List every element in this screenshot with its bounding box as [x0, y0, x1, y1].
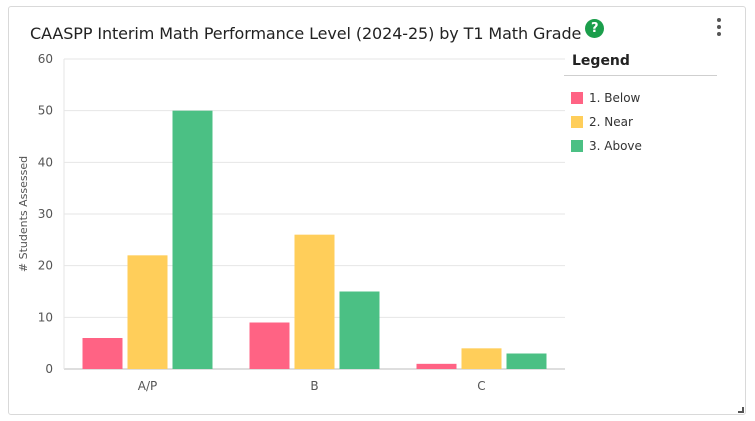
bar: [249, 322, 290, 369]
bar: [294, 234, 335, 369]
question-circle-icon[interactable]: ?: [585, 18, 605, 38]
legend-label: 2. Near: [589, 115, 633, 129]
y-tick-label: 10: [38, 310, 53, 324]
resize-handle[interactable]: [738, 407, 744, 413]
y-tick-label: 60: [38, 52, 53, 66]
chart-card: CAASPP Interim Math Performance Level (2…: [8, 6, 746, 415]
legend-label: 1. Below: [589, 91, 641, 105]
bar-chart: 0 10 20 30 40 50 60 # Students Assessed A/P B C: [17, 52, 565, 393]
x-tick-label: C: [477, 379, 485, 393]
legend-title: Legend: [564, 51, 717, 76]
legend-swatch: [571, 140, 583, 152]
legend-list: 1. Below 2. Near 3. Above: [564, 76, 717, 158]
y-tick-label: 0: [45, 362, 53, 376]
x-tick-label: A/P: [138, 379, 158, 393]
bar: [82, 338, 123, 369]
y-tick-label: 50: [38, 104, 53, 118]
chart-title: CAASPP Interim Math Performance Level (2…: [30, 23, 582, 43]
bar: [461, 348, 502, 369]
legend-item[interactable]: 2. Near: [564, 110, 717, 134]
bar: [506, 353, 547, 369]
bar: [172, 110, 213, 370]
y-axis-title: # Students Assessed: [17, 156, 30, 272]
bar: [416, 363, 457, 369]
vertical-ellipsis-icon[interactable]: [709, 17, 729, 37]
legend-swatch: [571, 92, 583, 104]
y-tick-label: 30: [38, 207, 53, 221]
title-row: CAASPP Interim Math Performance Level (2…: [30, 18, 605, 45]
legend-label: 3. Above: [589, 139, 642, 153]
legend: Legend 1. Below 2. Near 3. Above: [564, 51, 717, 158]
bar: [127, 255, 168, 369]
y-tick-label: 40: [38, 155, 53, 169]
legend-swatch: [571, 116, 583, 128]
legend-item[interactable]: 1. Below: [564, 86, 717, 110]
bar: [339, 291, 380, 369]
legend-item[interactable]: 3. Above: [564, 134, 717, 158]
x-tick-label: B: [310, 379, 318, 393]
y-tick-label: 20: [38, 259, 53, 273]
